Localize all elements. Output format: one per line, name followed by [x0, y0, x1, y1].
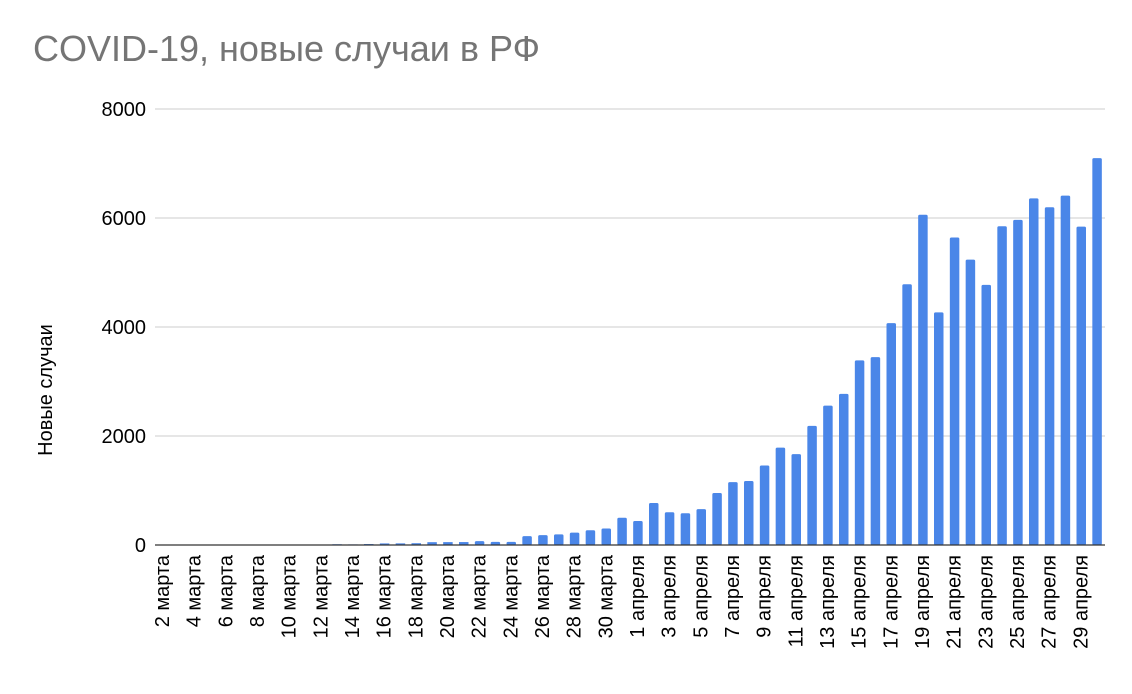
bar: [854, 360, 865, 545]
y-axis-label: Новые случаи: [35, 324, 57, 456]
bar: [459, 542, 469, 545]
bar: [728, 482, 738, 545]
bar: [522, 536, 532, 545]
x-tick-label: 15 апреля: [849, 555, 871, 649]
bar: [585, 530, 596, 545]
x-tick-label: 27 апреля: [1039, 555, 1061, 649]
bar: [744, 480, 754, 545]
bar: [712, 493, 722, 545]
x-tick-label: 13 апреля: [817, 555, 839, 649]
bar: [538, 535, 548, 545]
bar: [759, 465, 770, 545]
x-tick-label: 21 апреля: [944, 555, 966, 649]
x-tick-label: 4 марта: [184, 554, 206, 627]
y-tick-label: 4000: [102, 317, 147, 339]
y-tick-label: 8000: [102, 99, 147, 121]
x-tick-label: 18 марта: [405, 554, 427, 638]
y-tick-label: 0: [135, 535, 146, 557]
x-tick-label: 16 марта: [374, 554, 396, 638]
x-tick-label: 29 апреля: [1070, 555, 1092, 649]
bar: [490, 541, 501, 545]
bar: [506, 541, 516, 545]
x-tick-label: 26 марта: [532, 554, 554, 638]
bars: [158, 158, 1102, 546]
x-tick-label: 2 марта: [152, 554, 174, 627]
bar: [902, 284, 912, 545]
x-axis-ticks: 2 марта 4 марта 6 марта 8 марта 10 марта 12 м…: [152, 554, 1092, 649]
bar: [1060, 195, 1071, 545]
x-tick-label: 5 апреля: [690, 555, 712, 638]
x-tick-label: 9 апреля: [754, 555, 776, 638]
bar: [934, 312, 944, 545]
bar: [443, 542, 453, 545]
x-tick-label: 17 апреля: [880, 555, 902, 649]
bar: [886, 323, 896, 545]
x-tick-label: 11 апреля: [785, 555, 807, 647]
x-tick-label: 20 марта: [437, 554, 459, 638]
x-tick-label: 8 марта: [247, 554, 269, 627]
x-tick-label: 28 марта: [564, 554, 586, 638]
bar: [474, 541, 485, 545]
bar: [633, 521, 643, 545]
bar: [1044, 207, 1055, 546]
x-tick-label: 1 апреля: [627, 555, 649, 638]
x-tick-label: 14 марта: [342, 554, 364, 638]
y-tick-label: 6000: [102, 208, 147, 230]
bar: [1076, 226, 1086, 545]
bar: [617, 517, 627, 545]
gridlines: [155, 108, 1105, 437]
bar: [839, 393, 849, 545]
x-tick-label: 6 марта: [215, 554, 237, 627]
bar: [554, 534, 564, 545]
bar: [1029, 198, 1039, 545]
bar: [997, 226, 1007, 546]
bar: [1092, 158, 1102, 546]
x-tick-label: 23 апреля: [975, 555, 997, 649]
bar: [775, 447, 786, 545]
x-tick-label: 30 марта: [595, 554, 617, 638]
chart-title: COVID-19, новые случаи в РФ: [33, 28, 540, 69]
bar: [427, 542, 437, 545]
x-tick-label: 12 марта: [310, 554, 332, 638]
bar: [949, 237, 960, 546]
x-tick-label: 19 апреля: [912, 555, 934, 649]
bar: [395, 543, 406, 545]
y-tick-label: 2000: [102, 426, 147, 448]
x-tick-label: 22 марта: [469, 554, 491, 638]
x-tick-label: 25 апреля: [1007, 555, 1029, 649]
bar: [411, 543, 421, 545]
bar: [649, 502, 659, 545]
bar: [918, 214, 928, 546]
bar: [870, 357, 881, 545]
x-tick-label: 10 марта: [279, 554, 301, 638]
x-tick-label: 7 апреля: [722, 555, 744, 638]
bar: [965, 259, 976, 545]
x-tick-label: 3 апреля: [659, 555, 681, 638]
bar: [791, 454, 801, 545]
y-axis-ticks: 0 2000 4000 6000 8000: [102, 99, 147, 557]
bar: [379, 543, 390, 545]
bar: [680, 513, 691, 545]
bar: [1013, 219, 1023, 545]
bar: [823, 405, 833, 545]
bar: [807, 425, 817, 545]
bar: [601, 528, 611, 545]
bar: [664, 512, 675, 545]
bar: [569, 532, 580, 545]
bar: [696, 509, 706, 545]
x-tick-label: 24 марта: [500, 554, 522, 638]
bar: [981, 284, 991, 545]
